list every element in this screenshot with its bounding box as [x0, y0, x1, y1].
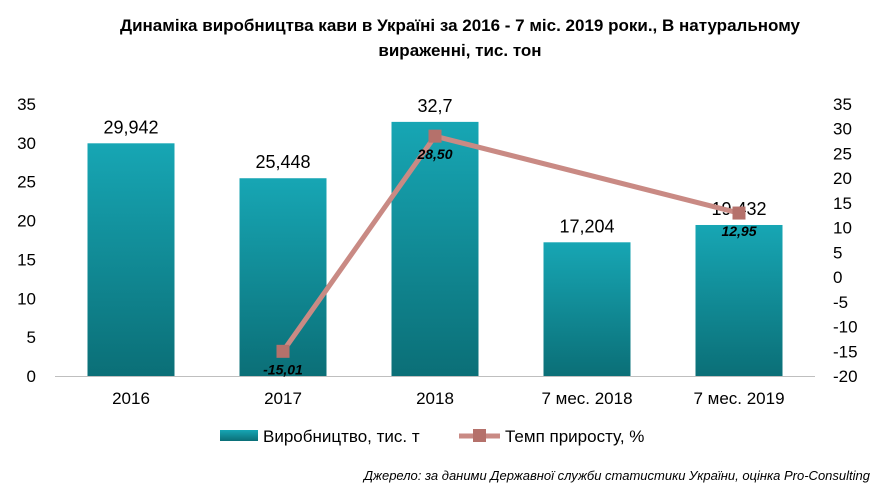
bar-value-label: 25,448 — [255, 152, 310, 172]
bar-value-label: 32,7 — [417, 96, 452, 116]
y-left-tick-label: 15 — [17, 250, 36, 269]
y-left-tick-label: 25 — [17, 173, 36, 192]
source-note: Джерело: за даними Державної служби стат… — [362, 468, 871, 483]
x-tick-label: 2018 — [416, 389, 454, 408]
y-right-tick-label: 20 — [833, 169, 852, 188]
y-right-tick-label: -15 — [833, 342, 858, 361]
bar — [391, 121, 479, 376]
y-right-tick-label: -20 — [833, 367, 858, 386]
growth-rate-label: 12,95 — [721, 223, 756, 239]
y-right-tick-label: 15 — [833, 194, 852, 213]
bar — [87, 143, 175, 376]
y-left-tick-label: 35 — [17, 95, 36, 114]
chart-title-line1: Динаміка виробництва кави в Україні за 2… — [120, 16, 801, 35]
x-tick-label: 2017 — [264, 389, 302, 408]
legend-swatch-marker — [473, 429, 486, 442]
y-right-tick-label: 30 — [833, 120, 852, 139]
chart-title-line2: вираженні, тис. тон — [378, 41, 541, 60]
bar-value-label: 29,942 — [103, 117, 158, 137]
bar — [239, 178, 327, 376]
x-tick-label: 2016 — [112, 389, 150, 408]
bar — [543, 242, 631, 376]
y-right-tick-label: 5 — [833, 243, 842, 262]
legend-label-line: Темп приросту, % — [505, 427, 644, 446]
y-right-tick-label: 10 — [833, 219, 852, 238]
y-right-tick-label: 25 — [833, 144, 852, 163]
growth-rate-marker — [732, 206, 746, 220]
growth-rate-marker — [276, 344, 290, 358]
y-right-tick-label: -10 — [833, 318, 858, 337]
growth-rate-label: 28,50 — [416, 146, 452, 162]
legend-label-bar: Виробництво, тис. т — [263, 427, 420, 446]
y-right-tick-label: 35 — [833, 95, 852, 114]
x-tick-label: 7 мес. 2019 — [693, 389, 784, 408]
legend-swatch-bar — [220, 430, 258, 441]
y-left-tick-label: 10 — [17, 289, 36, 308]
growth-rate-line — [280, 133, 740, 353]
x-tick-label: 7 мес. 2018 — [541, 389, 632, 408]
bar — [695, 224, 783, 376]
y-left-tick-label: 0 — [27, 367, 36, 386]
y-left-tick-label: 5 — [27, 328, 36, 347]
bar-value-label: 17,204 — [559, 216, 614, 236]
growth-rate-marker — [428, 129, 442, 143]
y-right-tick-label: -5 — [833, 293, 848, 312]
y-right-tick-label: 0 — [833, 268, 842, 287]
y-left-tick-label: 20 — [17, 212, 36, 231]
growth-rate-label: -15,01 — [263, 361, 303, 377]
y-left-tick-label: 30 — [17, 134, 36, 153]
